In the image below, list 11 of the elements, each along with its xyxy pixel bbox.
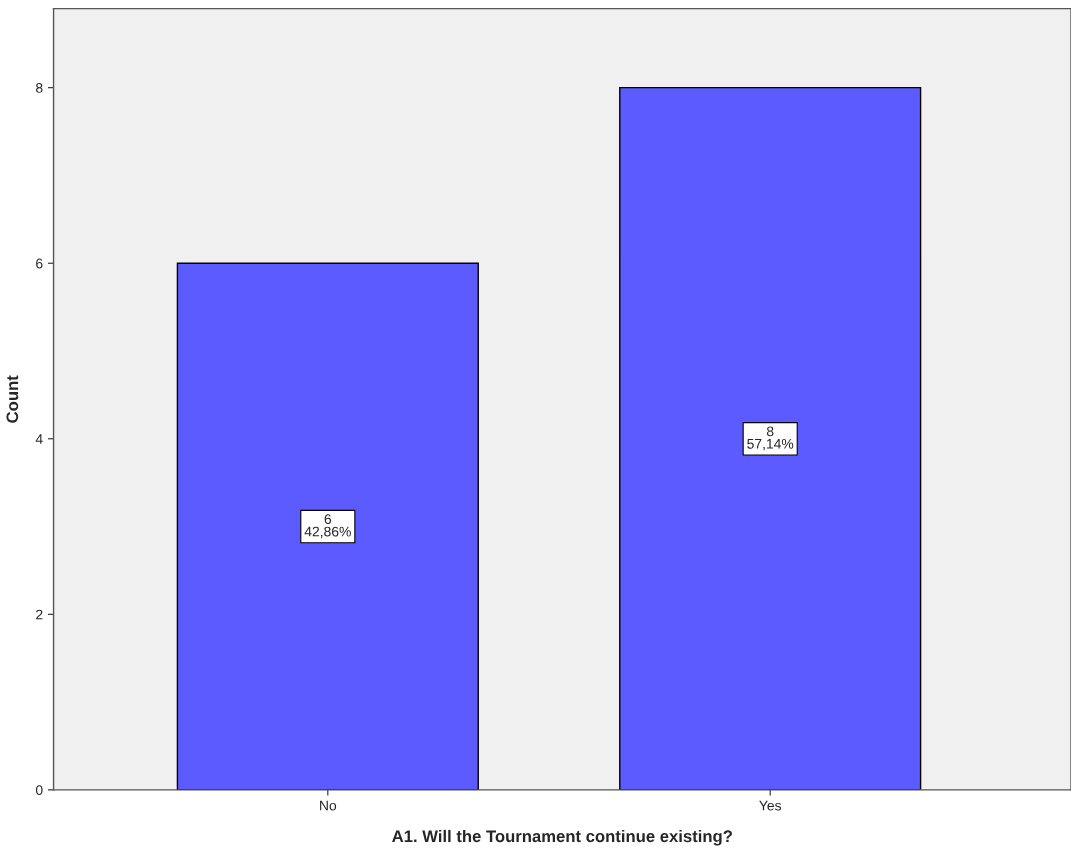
data-label: 6 42,86%	[304, 514, 351, 539]
y-tick-label: 4	[35, 434, 43, 444]
y-tick-label: 8	[36, 83, 43, 93]
x-tick-label: No	[320, 800, 337, 811]
data-label: 8 57,14%	[747, 426, 794, 451]
y-axis-title: Count	[6, 375, 19, 423]
y-tick-label: 2	[36, 609, 43, 620]
y-tick-label: 0	[35, 785, 43, 796]
y-tick-label: 6	[36, 258, 43, 269]
x-axis-title: A1. Will the Tournament continue existing?	[392, 829, 732, 846]
x-tick-label: Yes	[759, 800, 782, 811]
